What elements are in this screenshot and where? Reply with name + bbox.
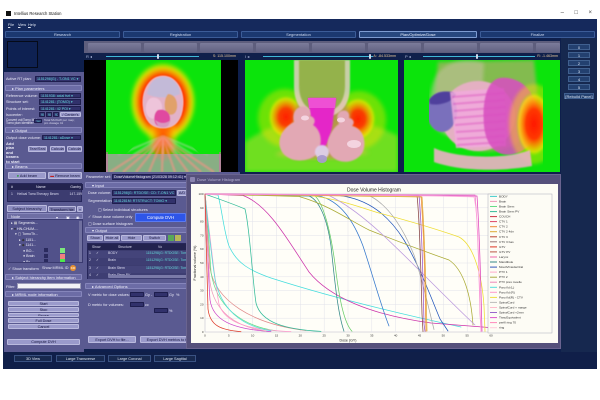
svg-text:Dose Volume Histogram: Dose Volume Histogram <box>347 188 401 194</box>
svg-text:50: 50 <box>442 334 446 338</box>
svg-text:20: 20 <box>200 302 204 306</box>
svg-text:15: 15 <box>275 334 279 338</box>
svg-text:Mouth/CaviteOral: Mouth/CaviteOral <box>499 265 523 269</box>
svg-text:CTV 3 bas: CTV 3 bas <box>499 240 514 244</box>
svg-text:50: 50 <box>200 261 204 265</box>
svg-text:PTV 1: PTV 1 <box>499 270 508 274</box>
svg-text:30: 30 <box>346 334 350 338</box>
svg-text:CTV 3: CTV 3 <box>499 235 508 239</box>
svg-text:20: 20 <box>299 334 303 338</box>
svg-text:40: 40 <box>394 334 398 338</box>
svg-text:SpinalCord: SpinalCord <box>499 300 515 304</box>
svg-text:Brain: Brain <box>499 199 507 203</box>
svg-text:35: 35 <box>370 334 374 338</box>
svg-text:30: 30 <box>200 289 204 293</box>
svg-text:60: 60 <box>489 334 493 338</box>
svg-text:Brain Stem: Brain Stem <box>499 205 515 209</box>
svg-text:SpinalCord +2mm: SpinalCord +2mm <box>499 311 524 315</box>
svg-text:0: 0 <box>202 330 204 334</box>
svg-text:PTV 2: PTV 2 <box>499 275 508 279</box>
svg-text:60: 60 <box>200 247 204 251</box>
svg-text:PTV pres moelle: PTV pres moelle <box>499 280 522 284</box>
svg-text:45: 45 <box>418 334 422 338</box>
svg-text:Paro fld (R): Paro fld (R) <box>499 290 515 294</box>
svg-text:25: 25 <box>323 334 327 338</box>
svg-text:Paro fld(R) - CTV: Paro fld(R) - CTV <box>499 295 524 299</box>
svg-text:100: 100 <box>198 192 203 196</box>
svg-text:Larynx: Larynx <box>499 255 509 259</box>
svg-text:ring: ring <box>499 326 504 330</box>
svg-text:10: 10 <box>200 316 204 320</box>
svg-text:perfil ring 70: perfil ring 70 <box>499 321 516 325</box>
svg-text:10: 10 <box>251 334 255 338</box>
svg-text:Brain Stem PV: Brain Stem PV <box>499 210 520 214</box>
svg-text:CTV 2: CTV 2 <box>499 225 508 229</box>
svg-text:90: 90 <box>200 206 204 210</box>
svg-text:Paro fld (L): Paro fld (L) <box>499 285 514 289</box>
svg-text:CTV 1: CTV 1 <box>499 220 508 224</box>
svg-text:40: 40 <box>200 275 204 279</box>
svg-text:Mandibule: Mandibule <box>499 260 514 264</box>
svg-text:80: 80 <box>200 220 204 224</box>
svg-text:70: 70 <box>200 233 204 237</box>
svg-text:Fractional volume (%): Fractional volume (%) <box>193 246 197 281</box>
svg-text:COUCH: COUCH <box>499 215 510 219</box>
svg-text:SpinalCord + marge: SpinalCord + marge <box>499 306 527 310</box>
svg-text:GTV: GTV <box>499 245 506 249</box>
svg-text:5: 5 <box>228 334 230 338</box>
svg-text:Dose (GY): Dose (GY) <box>340 339 357 343</box>
svg-text:TissuEquivalent: TissuEquivalent <box>499 316 521 320</box>
svg-text:55: 55 <box>466 334 470 338</box>
svg-text:BODY: BODY <box>499 194 508 198</box>
svg-text:CTV 2 4dn: CTV 2 4dn <box>499 230 514 234</box>
svg-text:GTV PV: GTV PV <box>499 250 511 254</box>
svg-text:0: 0 <box>204 334 206 338</box>
